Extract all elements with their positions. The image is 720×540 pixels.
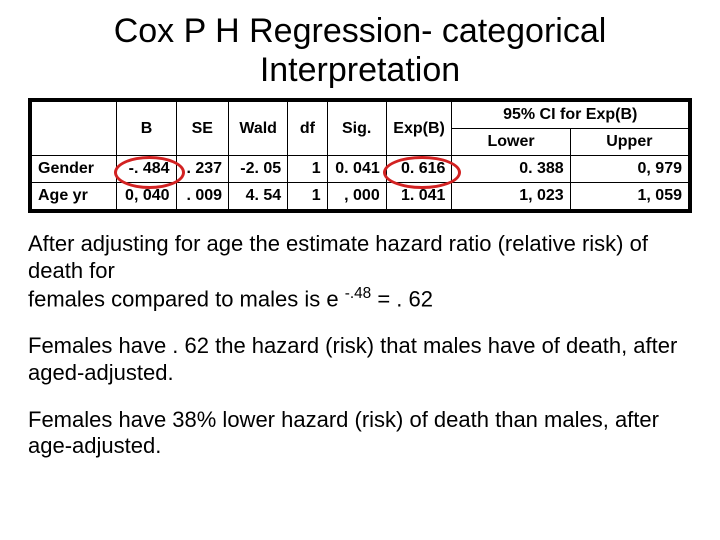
col-ci-upper: Upper [570,129,688,156]
table-header-row: B SE Wald df Sig. Exp(B) 95% CI for Exp(… [32,102,689,129]
cell-lower: 1, 023 [452,183,570,210]
cell-df: 1 [288,156,327,183]
paragraph-2: Females have . 62 the hazard (risk) that… [28,333,692,387]
col-df: df [288,102,327,156]
col-expb: Exp(B) [386,102,452,156]
para1-line2a: females compared to males is e [28,286,345,311]
cell-lower: 0. 388 [452,156,570,183]
cell-upper: 0, 979 [570,156,688,183]
cell-wald: -2. 05 [229,156,288,183]
paragraph-1: After adjusting for age the estimate haz… [28,231,692,313]
regression-table: B SE Wald df Sig. Exp(B) 95% CI for Exp(… [31,101,689,210]
page-title: Cox P H Regression- categorical Interpre… [24,12,696,90]
cell-sig: , 000 [327,183,386,210]
cell-se: . 237 [176,156,229,183]
col-sig: Sig. [327,102,386,156]
table-row: Age yr 0, 040 . 009 4. 54 1 , 000 1. 041… [32,183,689,210]
cell-upper: 1, 059 [570,183,688,210]
para1-line1: After adjusting for age the estimate haz… [28,231,648,283]
cell-b: 0, 040 [117,183,176,210]
col-blank [32,102,117,156]
col-wald: Wald [229,102,288,156]
col-ci-lower: Lower [452,129,570,156]
cell-b: -. 484 [117,156,176,183]
row-label: Age yr [32,183,117,210]
cell-sig: 0. 041 [327,156,386,183]
cell-df: 1 [288,183,327,210]
para1-exp: -.48 [345,285,372,302]
cell-se: . 009 [176,183,229,210]
regression-table-wrap: B SE Wald df Sig. Exp(B) 95% CI for Exp(… [28,98,692,213]
cell-expb: 0. 616 [386,156,452,183]
cell-expb: 1. 041 [386,183,452,210]
paragraph-3: Females have 38% lower hazard (risk) of … [28,407,692,461]
para1-line2b: = . 62 [371,286,433,311]
slide: Cox P H Regression- categorical Interpre… [0,0,720,540]
cell-wald: 4. 54 [229,183,288,210]
col-ci: 95% CI for Exp(B) [452,102,689,129]
col-se: SE [176,102,229,156]
col-b: B [117,102,176,156]
table-row: Gender -. 484 . 237 -2. 05 1 0. 041 0. 6… [32,156,689,183]
row-label: Gender [32,156,117,183]
